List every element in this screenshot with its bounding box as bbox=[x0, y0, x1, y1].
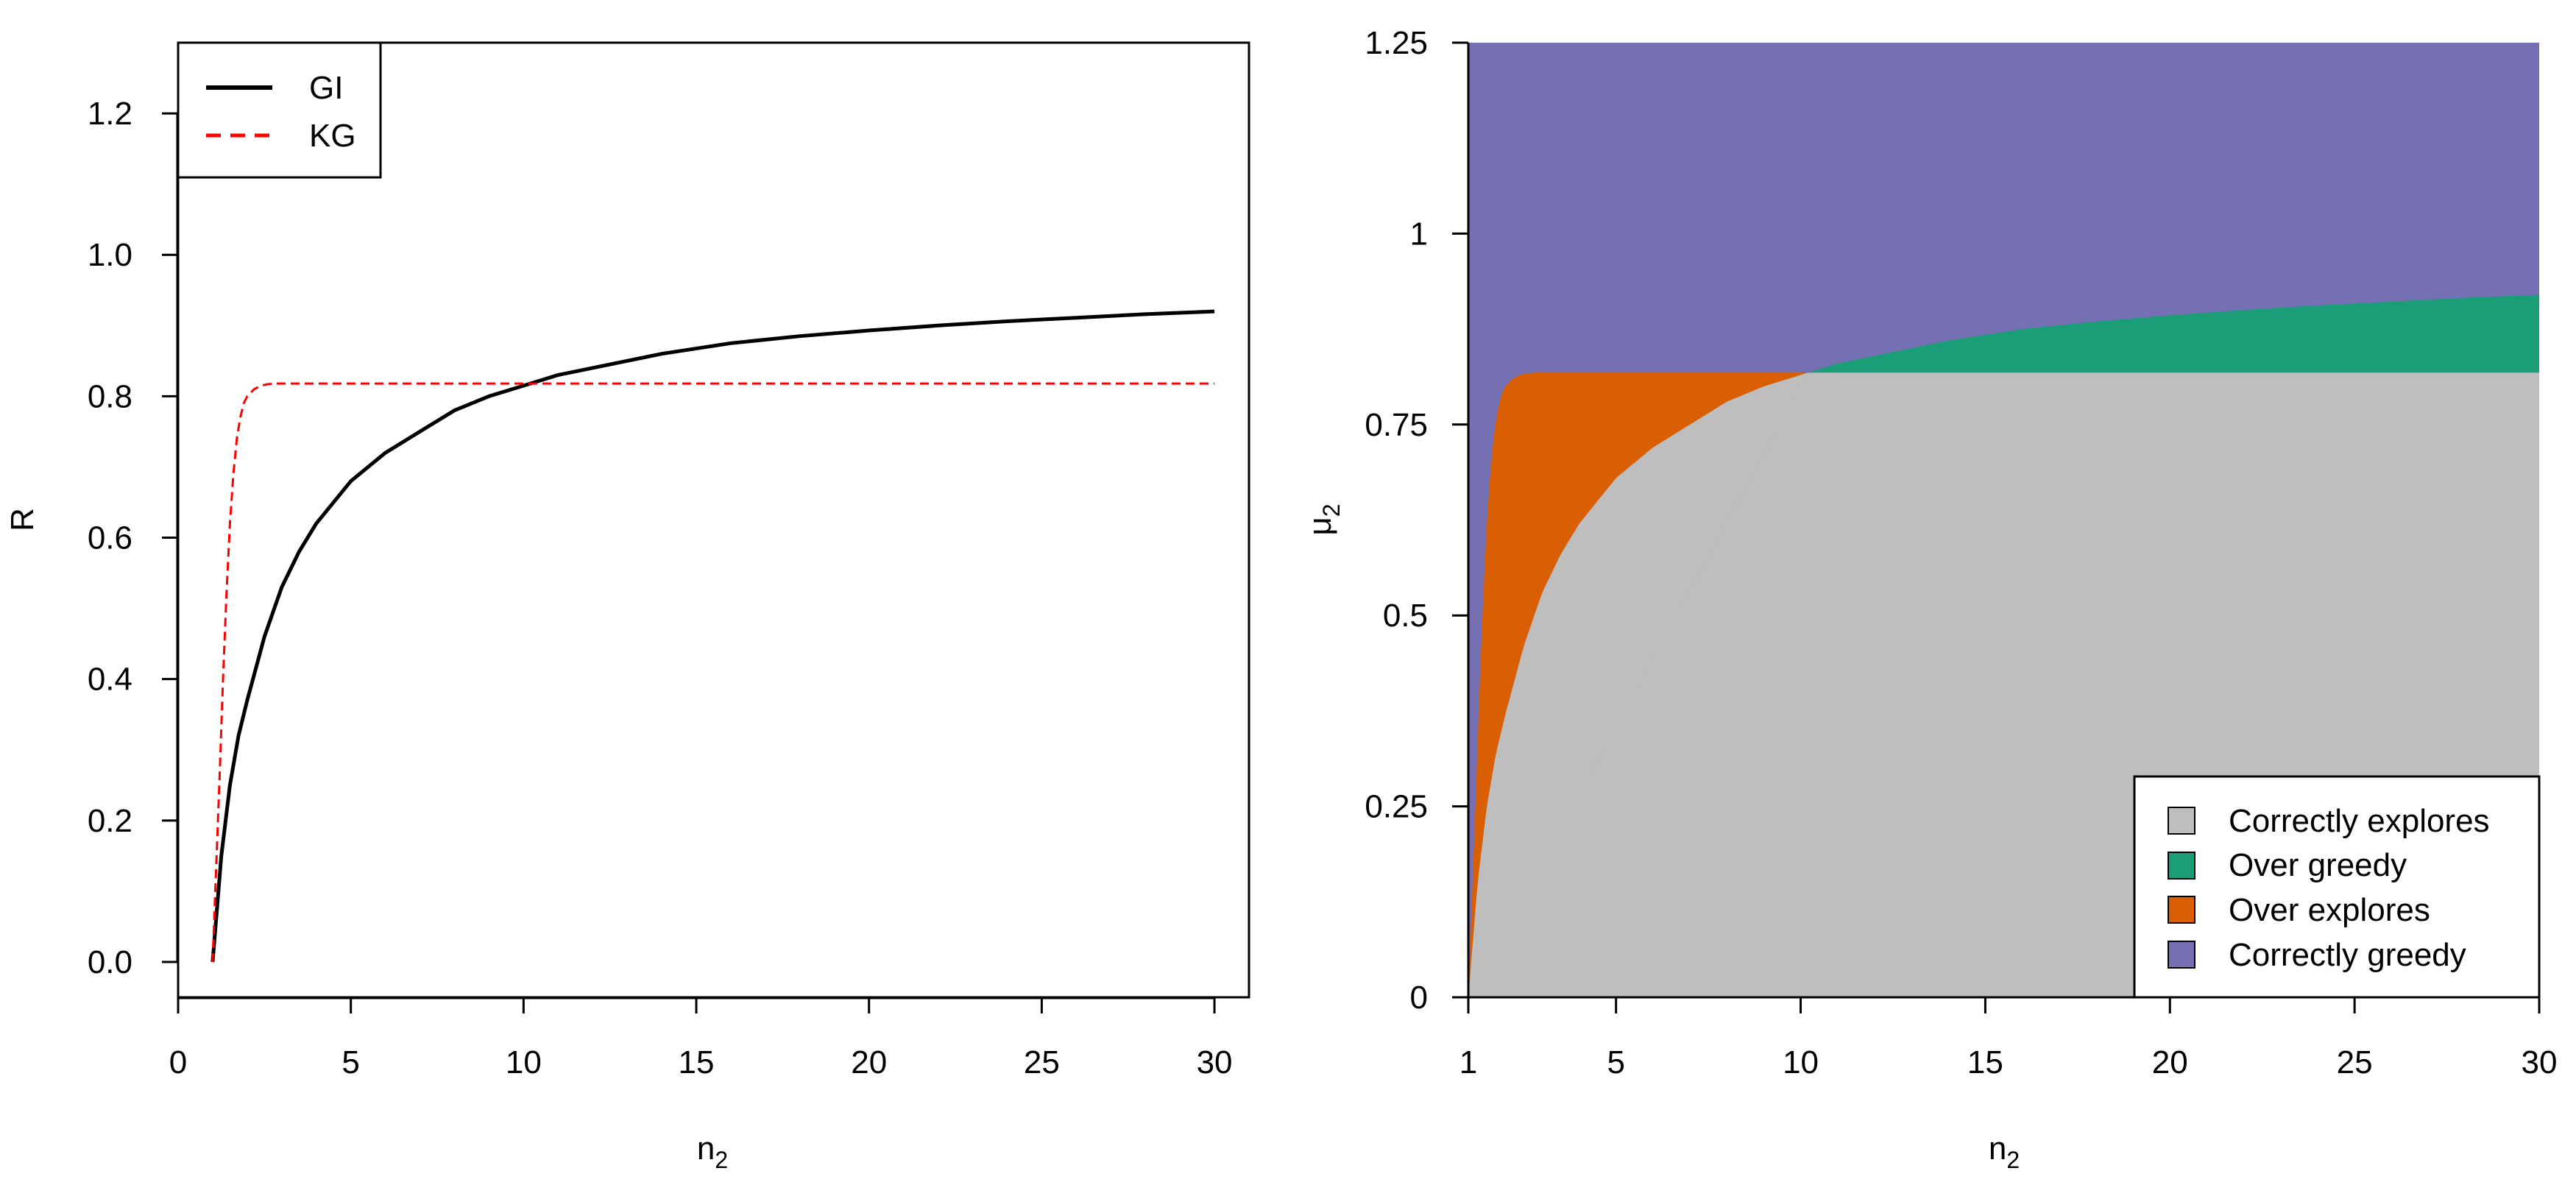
legend-correctly-explores-label: Correctly explores bbox=[2229, 803, 2490, 839]
series-kg-line bbox=[211, 382, 1215, 963]
left-x-tick-label: 5 bbox=[342, 1044, 359, 1080]
right-legend-box bbox=[2133, 775, 2541, 999]
right-x-axis: 1 5 10 15 20 25 30 bbox=[1459, 997, 2558, 1080]
region-over-explores bbox=[1468, 372, 1806, 997]
left-y-tick-label: 0.2 bbox=[88, 803, 132, 839]
right-x-axis-title: n2 bbox=[1989, 1130, 2020, 1173]
right-x-tick-label: 15 bbox=[1967, 1044, 2003, 1080]
region-over-greedy bbox=[1468, 294, 2539, 997]
left-x-tick-label: 15 bbox=[679, 1044, 715, 1080]
left-y-tick-label: 0.4 bbox=[88, 662, 132, 698]
right-x-tick-label: 25 bbox=[2337, 1044, 2373, 1080]
right-y-tick-label: 1 bbox=[1410, 216, 1428, 252]
left-x-axis-title: n2 bbox=[697, 1130, 728, 1173]
right-y-tick-label: 0.25 bbox=[1365, 789, 1428, 825]
right-legend: Correctly explores Over greedy Over expl… bbox=[2133, 775, 2541, 999]
left-y-axis-title: R bbox=[4, 508, 40, 531]
left-x-tick-label: 30 bbox=[1197, 1044, 1233, 1080]
legend-correctly-explores-swatch bbox=[2168, 807, 2195, 835]
series-gi-line bbox=[210, 309, 1215, 963]
right-y-tick-label: 0 bbox=[1410, 980, 1428, 1016]
left-x-tick-label: 10 bbox=[506, 1044, 542, 1080]
left-plot-frame bbox=[177, 41, 1250, 999]
right-y-axis: 0 0.25 0.5 0.75 1 1.25 bbox=[1365, 25, 1468, 1016]
left-y-tick-label: 0.6 bbox=[88, 520, 132, 556]
right-y-tick-label: 0.5 bbox=[1383, 598, 1428, 634]
legend-over-explores-label: Over explores bbox=[2229, 892, 2430, 928]
left-line-chart: 0 5 10 15 20 25 30 0.00.20.40.60.81.01.2 n2 R … bbox=[4, 41, 1250, 1173]
left-y-tick-label: 0.0 bbox=[88, 944, 132, 980]
right-x-tick-label: 20 bbox=[2152, 1044, 2188, 1080]
left-y-tick-label: 1.2 bbox=[88, 96, 132, 132]
left-legend-box bbox=[177, 41, 382, 179]
right-x-tick-label: 5 bbox=[1607, 1044, 1624, 1080]
left-x-tick-label: 0 bbox=[169, 1044, 187, 1080]
legend-kg-label: KG bbox=[309, 118, 356, 154]
legend-correctly-greedy-swatch bbox=[2168, 941, 2195, 969]
left-x-tick-label: 25 bbox=[1024, 1044, 1060, 1080]
left-x-tick-label: 20 bbox=[851, 1044, 887, 1080]
left-y-tick-label: 0.8 bbox=[88, 378, 132, 414]
left-x-axis: 0 5 10 15 20 25 30 bbox=[169, 997, 1233, 1080]
legend-over-explores-swatch bbox=[2168, 896, 2195, 924]
right-x-tick-label: 30 bbox=[2522, 1044, 2558, 1080]
left-y-tick-label: 1.0 bbox=[88, 237, 132, 273]
legend-correctly-greedy-label: Correctly greedy bbox=[2229, 937, 2466, 973]
legend-over-greedy-label: Over greedy bbox=[2229, 847, 2407, 883]
left-series-layer bbox=[210, 309, 1215, 963]
right-x-tick-label: 10 bbox=[1783, 1044, 1819, 1080]
right-y-axis-title: μ2 bbox=[1302, 503, 1345, 535]
left-y-axis: 0.0 0.2 0.4 0.6 0.8 1.0 1.2 bbox=[88, 96, 179, 980]
legend-gi-label: GI bbox=[309, 70, 343, 106]
right-x-tick-label: 1 bbox=[1459, 1044, 1477, 1080]
left-legend: GI KG bbox=[177, 41, 382, 179]
right-y-tick-label: 0.75 bbox=[1365, 407, 1428, 443]
right-y-tick-label: 1.25 bbox=[1365, 25, 1428, 61]
legend-over-greedy-swatch bbox=[2168, 852, 2195, 880]
